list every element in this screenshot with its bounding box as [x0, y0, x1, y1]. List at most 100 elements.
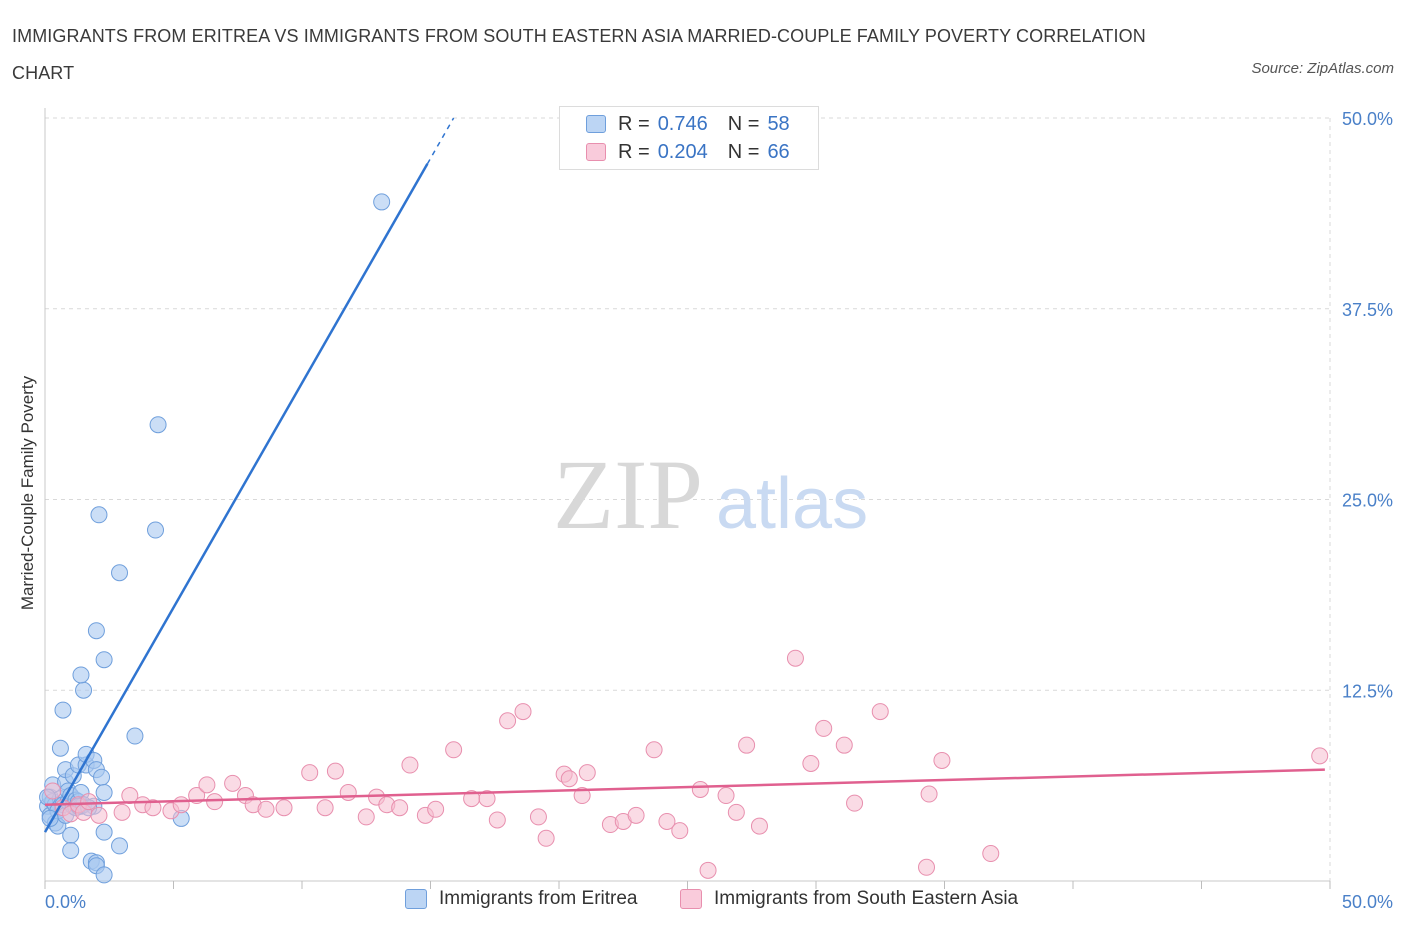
sea-point: [786, 649, 804, 667]
series-sea-points: [44, 649, 1329, 879]
legend-swatch-sea: [680, 889, 702, 909]
legend-r-value-eritrea: 0.746: [657, 112, 708, 135]
sea-point: [80, 793, 98, 811]
eritrea-point: [126, 727, 144, 745]
eritrea-point: [373, 193, 391, 211]
sea-point: [488, 811, 506, 829]
sea-point: [671, 822, 689, 840]
sea-point: [339, 783, 357, 801]
source-label: Source: ZipAtlas.com: [1251, 60, 1394, 77]
sea-point: [391, 799, 409, 817]
y-tick-label: 50.0%: [1342, 109, 1393, 129]
y-tick-label: 37.5%: [1342, 300, 1393, 320]
legend-row-sea: R = 0.204 N = 66: [586, 139, 790, 165]
legend-r-value-sea: 0.204: [657, 140, 708, 163]
watermark: ZIP atlas: [553, 439, 868, 550]
eritrea-point: [95, 651, 113, 669]
x-tick-label: 50.0%: [1342, 892, 1393, 912]
eritrea-point: [72, 666, 90, 684]
eritrea-trend-line: [43, 163, 429, 833]
sea-point: [920, 785, 938, 803]
sea-point: [871, 703, 889, 721]
sea-point: [750, 817, 768, 835]
legend-item-eritrea[interactable]: Immigrants from Eritrea: [405, 888, 637, 910]
sea-point: [560, 770, 578, 788]
eritrea-trend-extension: [426, 117, 455, 165]
sea-point: [627, 806, 645, 824]
legend-swatch-eritrea: [405, 889, 427, 909]
trend-lines: [43, 117, 1325, 833]
sea-point: [578, 764, 596, 782]
sea-point: [645, 741, 663, 759]
sea-point: [257, 800, 275, 818]
sea-point: [172, 796, 190, 814]
eritrea-point: [75, 681, 93, 699]
x-tick-label: 0.0%: [45, 892, 86, 912]
sea-point: [846, 794, 864, 812]
eritrea-point: [147, 521, 165, 539]
sea-point: [301, 764, 319, 782]
sea-point: [1311, 747, 1329, 765]
sea-point: [478, 790, 496, 808]
eritrea-point: [95, 823, 113, 841]
sea-point: [727, 803, 745, 821]
series-legend: Immigrants from Eritrea Immigrants from …: [0, 888, 1406, 916]
eritrea-point: [95, 866, 113, 884]
eritrea-point: [87, 622, 105, 640]
watermark-zip: ZIP: [553, 439, 703, 550]
sea-point: [499, 712, 517, 730]
legend-r-label: R =: [618, 112, 650, 135]
legend-n-label: N =: [727, 112, 760, 135]
sea-point: [316, 799, 334, 817]
eritrea-point: [51, 739, 69, 757]
legend-n-value-sea: 66: [767, 140, 790, 163]
eritrea-point: [93, 768, 111, 786]
sea-point: [326, 762, 344, 780]
sea-point: [427, 800, 445, 818]
sea-point: [44, 782, 62, 800]
legend-swatch-sea: [586, 143, 606, 161]
sea-point: [357, 808, 375, 826]
sea-point: [918, 858, 936, 876]
sea-point: [445, 741, 463, 759]
sea-point: [658, 812, 676, 830]
sea-point: [815, 719, 833, 737]
sea-point: [802, 754, 820, 772]
sea-trend-line: [44, 768, 1325, 806]
sea-point: [224, 774, 242, 792]
sea-point: [573, 787, 591, 805]
eritrea-point: [111, 837, 129, 855]
series-eritrea-points: [39, 193, 391, 884]
eritrea-point: [149, 416, 167, 434]
sea-point: [982, 845, 1000, 863]
sea-point: [401, 756, 419, 774]
sea-point: [144, 799, 162, 817]
eritrea-point: [95, 783, 113, 801]
sea-point: [206, 793, 224, 811]
legend-item-sea[interactable]: Immigrants from South Eastern Asia: [680, 888, 1018, 910]
legend-n-value-eritrea: 58: [767, 112, 790, 135]
sea-point: [90, 806, 108, 824]
y-tick-label: 25.0%: [1342, 491, 1393, 511]
sea-point: [529, 808, 547, 826]
legend-label-sea: Immigrants from South Eastern Asia: [714, 888, 1019, 909]
watermark-atlas: atlas: [716, 464, 868, 544]
legend-swatch-eritrea: [586, 115, 606, 133]
legend-label-eritrea: Immigrants from Eritrea: [439, 888, 638, 909]
sea-point: [835, 736, 853, 754]
sea-point: [738, 736, 756, 754]
sea-point: [933, 751, 951, 769]
chart-title: IMMIGRANTS FROM ERITREA VS IMMIGRANTS FR…: [12, 26, 1146, 83]
axes: [44, 108, 1331, 889]
sea-point: [537, 829, 555, 847]
tick-labels: 12.5% 25.0% 37.5% 50.0% 0.0% 50.0%: [45, 109, 1393, 912]
y-tick-label: 12.5%: [1342, 681, 1393, 701]
sea-point: [113, 803, 131, 821]
correlation-legend: R = 0.746 N = 58 R = 0.204 N = 66: [559, 106, 819, 170]
sea-point: [699, 861, 717, 879]
sea-point: [275, 799, 293, 817]
eritrea-point: [62, 826, 80, 844]
eritrea-point: [111, 564, 129, 582]
legend-row-eritrea: R = 0.746 N = 58: [586, 111, 790, 137]
